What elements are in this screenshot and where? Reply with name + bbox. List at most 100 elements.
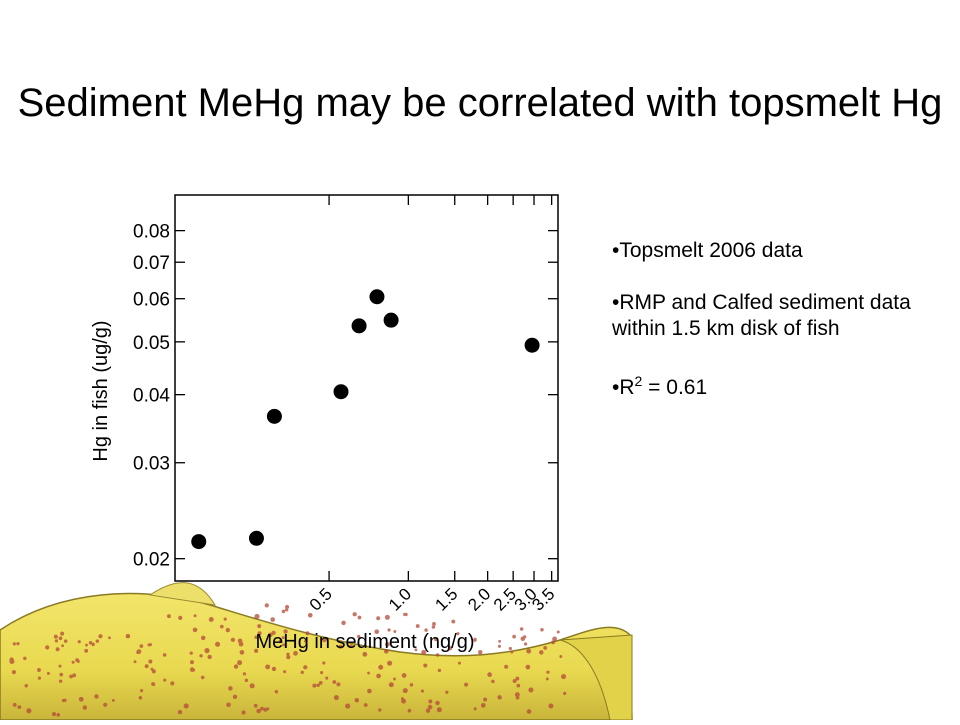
fish-spot — [283, 629, 288, 634]
y-axis: 0.02 0.03 0.04 0.05 0.06 0.07 0.08 — [133, 222, 558, 571]
fish-spot — [515, 676, 520, 681]
fish-spot — [103, 702, 108, 707]
fish-spot — [559, 655, 563, 658]
fish-spot — [230, 637, 236, 642]
fish-spot — [24, 683, 28, 688]
fish-spot — [286, 655, 291, 660]
y-tick-label: 0.02 — [133, 550, 170, 571]
y-axis-title: Hg in fish (ug/g) — [90, 320, 112, 461]
fish-spot — [551, 640, 556, 645]
fish-spot — [281, 636, 285, 640]
y-tick-label: 0.06 — [133, 290, 170, 311]
data-points — [191, 289, 540, 550]
fish-spot — [241, 710, 246, 715]
fish-spot — [144, 664, 149, 669]
fish-spot — [163, 678, 167, 682]
fish-spot — [232, 694, 238, 699]
fish-spot — [356, 634, 361, 639]
fish-spot — [526, 648, 532, 654]
fish-spot — [58, 636, 63, 641]
fish-spot — [254, 613, 260, 620]
fish-spot — [464, 682, 469, 687]
fish-spot — [148, 659, 153, 664]
fish-spot — [352, 612, 357, 617]
fish-spot — [307, 612, 313, 618]
fish-spot — [435, 700, 440, 706]
fish-spot — [192, 668, 196, 672]
bullet-item: R2 = 0.61 — [612, 368, 912, 401]
fish-spot — [497, 695, 502, 700]
fish-spot — [244, 678, 249, 683]
fish-spot — [427, 704, 433, 710]
fish-spot — [55, 647, 60, 652]
fish-spot — [260, 706, 264, 711]
fish-spot — [540, 627, 544, 632]
fish-spot — [183, 703, 189, 709]
fish-spot — [402, 688, 408, 694]
fish-spot — [432, 621, 436, 626]
fish-spot — [477, 649, 483, 655]
fish-spot — [318, 681, 323, 685]
fish-spot — [445, 690, 449, 694]
fish-spot — [312, 683, 317, 688]
fish-spot — [12, 702, 17, 707]
fish-spot — [545, 677, 549, 681]
fish-spot — [152, 682, 156, 687]
y-tick-label: 0.07 — [133, 253, 170, 274]
fish-spot — [257, 631, 262, 636]
fish-spot — [254, 635, 258, 640]
fish-spot — [219, 624, 224, 629]
fish-spot — [516, 683, 521, 688]
fish-spot — [257, 624, 262, 629]
fish-spot — [91, 642, 95, 647]
fish-spot — [284, 604, 290, 610]
fish-spot — [256, 708, 261, 714]
fish-spot — [63, 698, 67, 703]
fish-spot — [387, 660, 393, 666]
x-tick-label: 2.0 — [464, 584, 494, 614]
fish-spot — [304, 639, 307, 643]
fish-spot — [482, 697, 488, 702]
fish-spot — [510, 650, 514, 654]
fish-spot — [271, 666, 277, 672]
fish-spot — [515, 695, 520, 700]
data-point — [369, 289, 385, 305]
fish-spot — [53, 634, 58, 639]
fish-spot — [349, 644, 353, 648]
fish-spot — [293, 650, 298, 656]
fish-spot — [84, 648, 89, 653]
fish-spot — [139, 644, 144, 648]
fish-spot — [199, 654, 203, 658]
fish-spot — [193, 614, 197, 618]
data-point — [266, 408, 282, 424]
fish-spot — [200, 635, 206, 641]
fish-spot — [69, 674, 73, 679]
data-point — [191, 534, 207, 550]
fish-spot — [374, 629, 380, 635]
fish-dorsal-fin — [148, 582, 216, 606]
y-tick-label: 0.03 — [133, 454, 170, 475]
fish-spot — [325, 676, 329, 680]
fish-spot — [332, 680, 337, 684]
fish-spot — [282, 643, 286, 647]
fish-spot — [9, 658, 15, 665]
fish-spot — [200, 675, 205, 680]
fish-spot — [376, 616, 381, 621]
fish-spot — [491, 679, 495, 684]
fish-spot — [54, 639, 59, 643]
fish-spot — [225, 627, 231, 633]
fish-spot — [166, 614, 171, 619]
fish-spot — [320, 671, 324, 675]
fish-spot — [414, 648, 418, 652]
fish-spot — [228, 686, 233, 691]
fish-spot — [376, 673, 381, 679]
fish-spot — [226, 702, 231, 708]
fish-spot — [239, 650, 245, 655]
fish-spot — [253, 703, 258, 708]
fish-spot — [138, 696, 143, 700]
fish-spot — [357, 615, 362, 620]
fish-spot — [367, 671, 370, 675]
fish-spot — [435, 653, 440, 657]
fish-spot — [17, 705, 22, 710]
fish-spot — [61, 644, 65, 648]
